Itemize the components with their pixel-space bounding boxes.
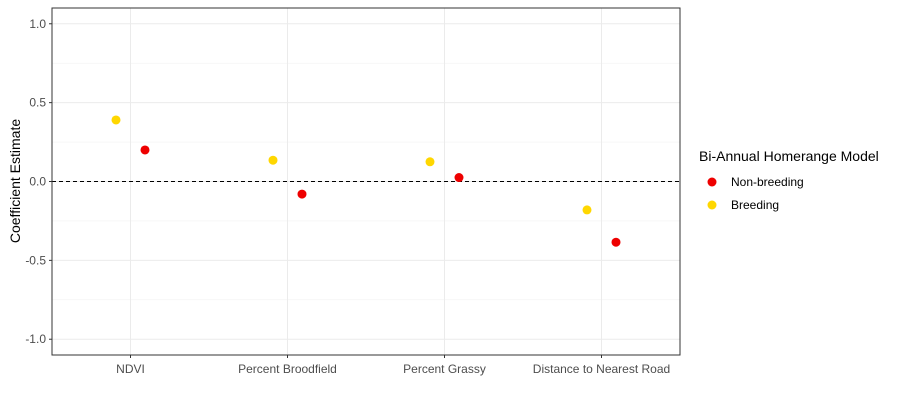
y-tick-label: -1.0 <box>25 332 46 346</box>
x-tick-label: Distance to Nearest Road <box>533 362 670 376</box>
data-point <box>454 173 464 183</box>
y-tick-label: 0.0 <box>29 175 46 189</box>
data-point <box>111 115 121 125</box>
data-point <box>297 189 307 199</box>
legend: Bi-Annual Homerange Model Non-breeding Br… <box>699 148 879 212</box>
x-tick-label: Percent Grassy <box>403 362 486 376</box>
chart-marks <box>52 115 680 247</box>
legend-label: Breeding <box>731 198 779 212</box>
data-point <box>582 205 592 215</box>
legend-title: Bi-Annual Homerange Model <box>699 148 879 164</box>
y-tick-label: 1.0 <box>29 17 46 31</box>
x-tick-label: Percent Broodfield <box>238 362 337 376</box>
legend-key <box>707 200 717 210</box>
legend-key <box>707 177 717 187</box>
data-point <box>140 145 150 155</box>
legend-label: Non-breeding <box>731 175 804 189</box>
y-tick-label: -0.5 <box>25 253 46 267</box>
x-axis: NDVI Percent Broodfield Percent Grassy Dist… <box>116 355 670 376</box>
data-point <box>611 237 621 247</box>
y-axis-title: Coefficient Estimate <box>7 119 23 243</box>
data-point <box>268 155 278 165</box>
y-tick-label: 0.5 <box>29 96 46 110</box>
y-axis: -1.0 -0.5 0.0 0.5 1.0 <box>25 17 52 346</box>
x-tick-label: NDVI <box>116 362 145 376</box>
data-point <box>425 157 435 167</box>
